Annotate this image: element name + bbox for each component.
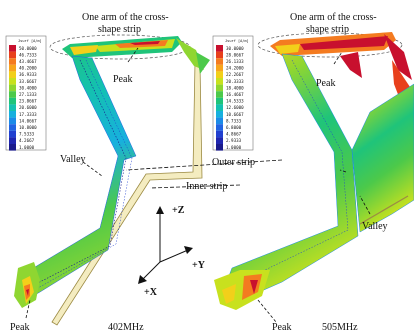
legend-value: 14.5333 [226,99,244,104]
legend-value: 23.8667 [19,99,37,104]
legend-value: 16.4667 [226,92,244,97]
legend-swatch [9,71,16,78]
legend-value: 50.0000 [19,46,37,51]
legend-swatch [216,91,223,98]
legend-swatch [9,45,16,52]
legend-swatch [216,111,223,118]
cross-arm-left [49,34,210,74]
freq-label-left: 402MHz [108,322,144,333]
legend-swatch [216,51,223,59]
legend-swatch [9,144,16,151]
axis-x-label: +X [144,287,158,298]
legend-swatch [216,45,223,52]
legend-swatch [216,124,223,131]
legend-swatch [9,97,16,105]
legend-swatch [216,71,223,78]
legend-value: 2.9333 [226,138,242,143]
inner-strip-label: Inner strip [186,181,227,192]
legend-swatch [9,64,16,72]
arm-label-right-1: One arm of the cross- [290,12,377,23]
legend-right-title: Jsurf [A/m] [225,39,249,43]
legend-swatch [9,84,16,92]
legend-swatch [9,137,16,144]
legend-swatch [216,58,223,65]
legend-swatch [9,111,16,118]
peak-label-top-left: Peak [113,74,132,85]
freq-label-right: 505MHz [322,322,358,333]
legend-value: 27.1333 [19,92,37,97]
legend-value: 30.4000 [19,85,37,90]
annotations-left [25,47,283,319]
valley-label-left: Valley [60,154,86,165]
axis-z-label: +Z [172,205,185,216]
legend-value: 30.0000 [226,46,244,51]
legend-value: 4.2667 [19,138,35,143]
peak-label-bottom-right: Peak [272,322,291,333]
legend-swatch [9,51,16,59]
legend-value: 4.8667 [226,132,242,137]
legend-value: 10.8000 [19,125,37,130]
legend-value: 24.2000 [226,66,244,71]
valley-label-right: Valley [362,221,388,232]
legend-swatch [216,78,223,85]
legend-value: 8.7333 [226,118,242,123]
legend-value: 28.0667 [226,52,244,57]
outer-strip-right [214,53,414,310]
legend-swatch [216,104,223,111]
outer-strip-label: Outer strip [212,157,255,168]
legend-value: 18.4000 [226,85,244,90]
annotations-right [257,51,371,323]
legend-swatch [216,144,223,151]
legend-value: 22.2667 [226,72,244,77]
peak-label-top-right: Peak [316,78,335,89]
legend-swatch [216,117,223,125]
arm-label-left-2: shape strip [98,24,141,35]
legend-swatch [9,117,16,125]
legend-swatch [9,104,16,111]
legend-value: 36.9333 [19,72,37,77]
outer-strip-left [14,55,137,308]
legend-swatch [9,58,16,65]
legend-swatch [9,124,16,131]
legend-value: 26.1333 [226,59,244,64]
arm-label-right-2: shape strip [306,24,349,35]
legend-value: 20.3333 [226,79,244,84]
legend-swatch [9,130,16,138]
legend-value: 46.7333 [19,52,37,57]
legend-value: 1.0000 [19,145,35,150]
legend-value: 20.6000 [19,105,37,110]
inner-strip-left [51,61,203,326]
legend-value: 43.4667 [19,59,37,64]
legend-value: 7.5333 [19,132,35,137]
legend-swatch [9,78,16,85]
legend-swatch [216,130,223,138]
peak-label-bottom-left: Peak [10,322,29,333]
legend-value: 12.6000 [226,105,244,110]
legend-value: 17.3333 [19,112,37,117]
legend-swatch [216,64,223,72]
legend-value: 6.8000 [226,125,242,130]
legend-swatch [216,84,223,92]
legend-swatch [9,91,16,98]
axis-y-label: +Y [192,260,206,271]
legend-value: 33.6667 [19,79,37,84]
legend-value: 1.0000 [226,145,242,150]
legend-swatch [216,97,223,105]
legend-left-title: Jsurf [A/m] [18,39,42,43]
legend-value: 14.0667 [19,118,37,123]
legend-swatch [216,137,223,144]
axes-indicator [138,206,193,284]
legend-value: 10.6667 [226,112,244,117]
arm-label-left-1: One arm of the cross- [82,12,169,23]
legend-value: 40.2000 [19,66,37,71]
